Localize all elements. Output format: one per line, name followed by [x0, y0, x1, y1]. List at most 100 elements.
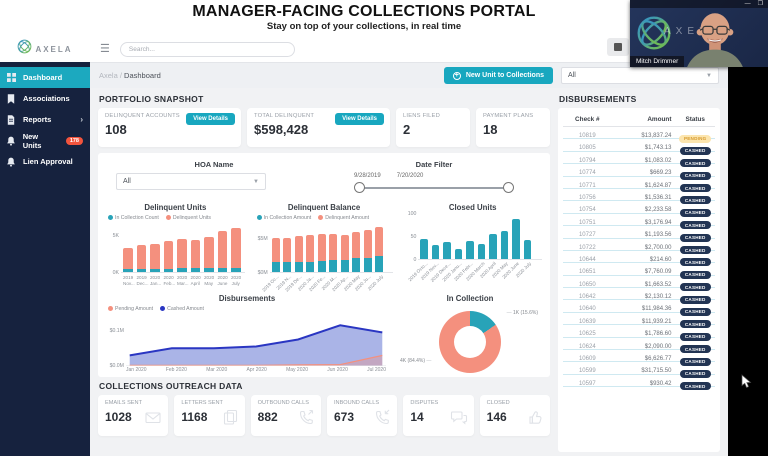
card-value: 1028	[105, 410, 132, 424]
check-number: 10644	[578, 256, 596, 263]
x-axis-labels: Jan 2020 Feb 2020 Mar 2020 Apr 2020 May 2020…	[126, 367, 386, 373]
x-axis-label: Mar 2020	[206, 367, 228, 373]
bar	[231, 227, 241, 272]
minimize-icon[interactable]: —	[744, 1, 751, 7]
bars	[121, 225, 245, 272]
y-axis-tick: 100	[407, 211, 417, 218]
amount: $1,536.31	[644, 194, 672, 201]
table-row: 10624 $2,090.00 CASHED	[563, 338, 715, 354]
page-subtitle: Stay on top of your collections, in real…	[266, 21, 462, 32]
axela-logo-icon	[17, 39, 32, 59]
mouse-cursor	[741, 374, 752, 388]
bell-icon	[7, 136, 17, 146]
bar	[329, 233, 338, 272]
hoa-name-select[interactable]: All ▼	[116, 173, 266, 190]
bar	[150, 243, 160, 272]
portfolio-card-liens-filed: LIENS FILED 2	[396, 108, 470, 147]
outreach-card-outbound-calls: OUTBOUND CALLS 882	[250, 395, 321, 436]
bar	[340, 234, 349, 272]
x-axis-label: 2020 Feb...	[163, 275, 176, 286]
bar	[204, 236, 214, 272]
report-icon	[7, 114, 17, 125]
phone-incoming-icon	[374, 409, 391, 430]
x-axis-label: Apr 2020	[246, 367, 267, 373]
slider-handle-end[interactable]	[503, 182, 514, 193]
bar-segment-delinquent	[317, 234, 326, 262]
x-axis-label: Jul 2020	[367, 367, 386, 373]
bar	[466, 240, 474, 259]
card-value: 882	[257, 410, 278, 424]
meeting-controls-tab[interactable]	[607, 38, 629, 56]
outreach-card-emails-sent: EMAILS SENT 1028	[98, 395, 169, 436]
x-axis-label: 2020 July	[231, 275, 242, 286]
portfolio-heading: PORTFOLIO SNAPSHOT	[99, 94, 204, 104]
sidebar-item-associations[interactable]: Associations	[0, 88, 90, 109]
bar	[489, 234, 497, 259]
sidebar-item-reports[interactable]: Reports ›	[0, 109, 90, 130]
disbursements-table[interactable]: Check # Amount Status 10819 $13,837.24 PENDI…	[558, 108, 720, 452]
x-axis-label: May 2020	[286, 367, 309, 373]
bar-segment-delinquent	[204, 236, 214, 269]
new-unit-button[interactable]: + New Unit to Collections	[443, 67, 553, 84]
outreach-cards: EMAILS SENT 1028 LETTERS SENT 1168 OUTBOUND …	[98, 395, 550, 436]
bar	[136, 244, 146, 272]
sidebar-nav: Dashboard Associations Reports › New Units 17…	[0, 62, 90, 456]
chart-title: Closed Units	[448, 203, 497, 212]
x-axis-labels: 2019 Oc... 2019 N... 2019 De... 2020 Ja... 2…	[262, 273, 396, 293]
search-input[interactable]	[119, 41, 295, 57]
legend-item: In Collection Count	[108, 215, 159, 221]
status-badge: CASHED	[679, 307, 711, 316]
card-label: DELINQUENT ACCOUNTS	[105, 113, 180, 119]
date-range-slider[interactable]	[354, 182, 514, 194]
card-value: $598,428	[254, 122, 309, 137]
status-badge: CASHED	[679, 369, 711, 378]
view-details-button[interactable]: View Details	[335, 113, 384, 125]
menu-toggle-icon[interactable]: ☰	[100, 42, 110, 55]
y-axis-tick: 0	[413, 257, 417, 263]
chart-plot-area: 5K 0K	[113, 225, 245, 276]
check-number: 10640	[578, 306, 596, 313]
association-filter-select[interactable]: All ▼	[561, 67, 719, 84]
x-axis-labels: 2019 Nov... 2019 Dec... 2020 Jan... 2020 Feb...…	[121, 273, 247, 290]
in-collection-chart: In Collection — 1K (15.6%) 4K (84.4%) —	[396, 294, 544, 373]
table-row: 10751 $3,176.94 CASHED	[563, 214, 715, 230]
amount: $1,786.60	[644, 331, 672, 338]
sidebar: AXELA Dashboard Associations Reports › New U…	[0, 36, 90, 456]
status-badge: CASHED	[679, 357, 711, 366]
amount: $7,760.09	[644, 269, 672, 276]
amount: $2,090.00	[644, 343, 672, 350]
status-badge: CASHED	[679, 159, 711, 168]
bar-segment-in-collection	[271, 261, 280, 272]
bar-segment-in-collection	[163, 268, 173, 272]
sidebar-item-dashboard[interactable]: Dashboard	[0, 67, 90, 88]
x-axis-label: 2020 July	[366, 274, 384, 292]
sidebar-item-new-units[interactable]: New Units 178	[0, 130, 90, 151]
x-axis-label: 2019 Nov...	[123, 275, 135, 286]
bar-segment-in-collection	[340, 260, 349, 272]
presenter-video	[676, 6, 754, 67]
date-end: 7/20/2020	[396, 173, 424, 179]
slider-handle-start[interactable]	[354, 182, 365, 193]
check-number: 10642	[578, 294, 596, 301]
column-header-amount: Amount	[647, 116, 672, 123]
amount: $930.42	[649, 380, 672, 387]
hoa-name-label: HOA Name	[194, 160, 234, 169]
bar-segment	[431, 245, 440, 259]
sidebar-item-lien-approval[interactable]: Lien Approval	[0, 151, 90, 172]
legend-item: Cashed Amount	[160, 306, 204, 312]
table-row: 10609 $6,626.77 CASHED	[563, 350, 715, 366]
card-label: PAYMENT PLANS	[483, 113, 534, 119]
view-details-button[interactable]: View Details	[186, 113, 235, 125]
collapse-icon	[614, 43, 622, 51]
x-axis-label: Jun 2020	[327, 367, 348, 373]
axela-logo-icon	[636, 15, 672, 56]
maximize-icon[interactable]: ❐	[757, 1, 763, 7]
bar-segment-delinquent	[363, 229, 372, 258]
bar	[283, 237, 292, 272]
bar	[190, 239, 200, 272]
documents-icon	[222, 409, 239, 430]
table-row: 10754 $2,233.58 CASHED	[563, 201, 715, 217]
bell-icon	[7, 157, 17, 167]
table-row: 10599 $31,715.50 CASHED	[563, 362, 715, 378]
x-axis-labels: 2019 Octo... 2019 Nov... 2019 Dece... 2020 …	[407, 260, 544, 283]
